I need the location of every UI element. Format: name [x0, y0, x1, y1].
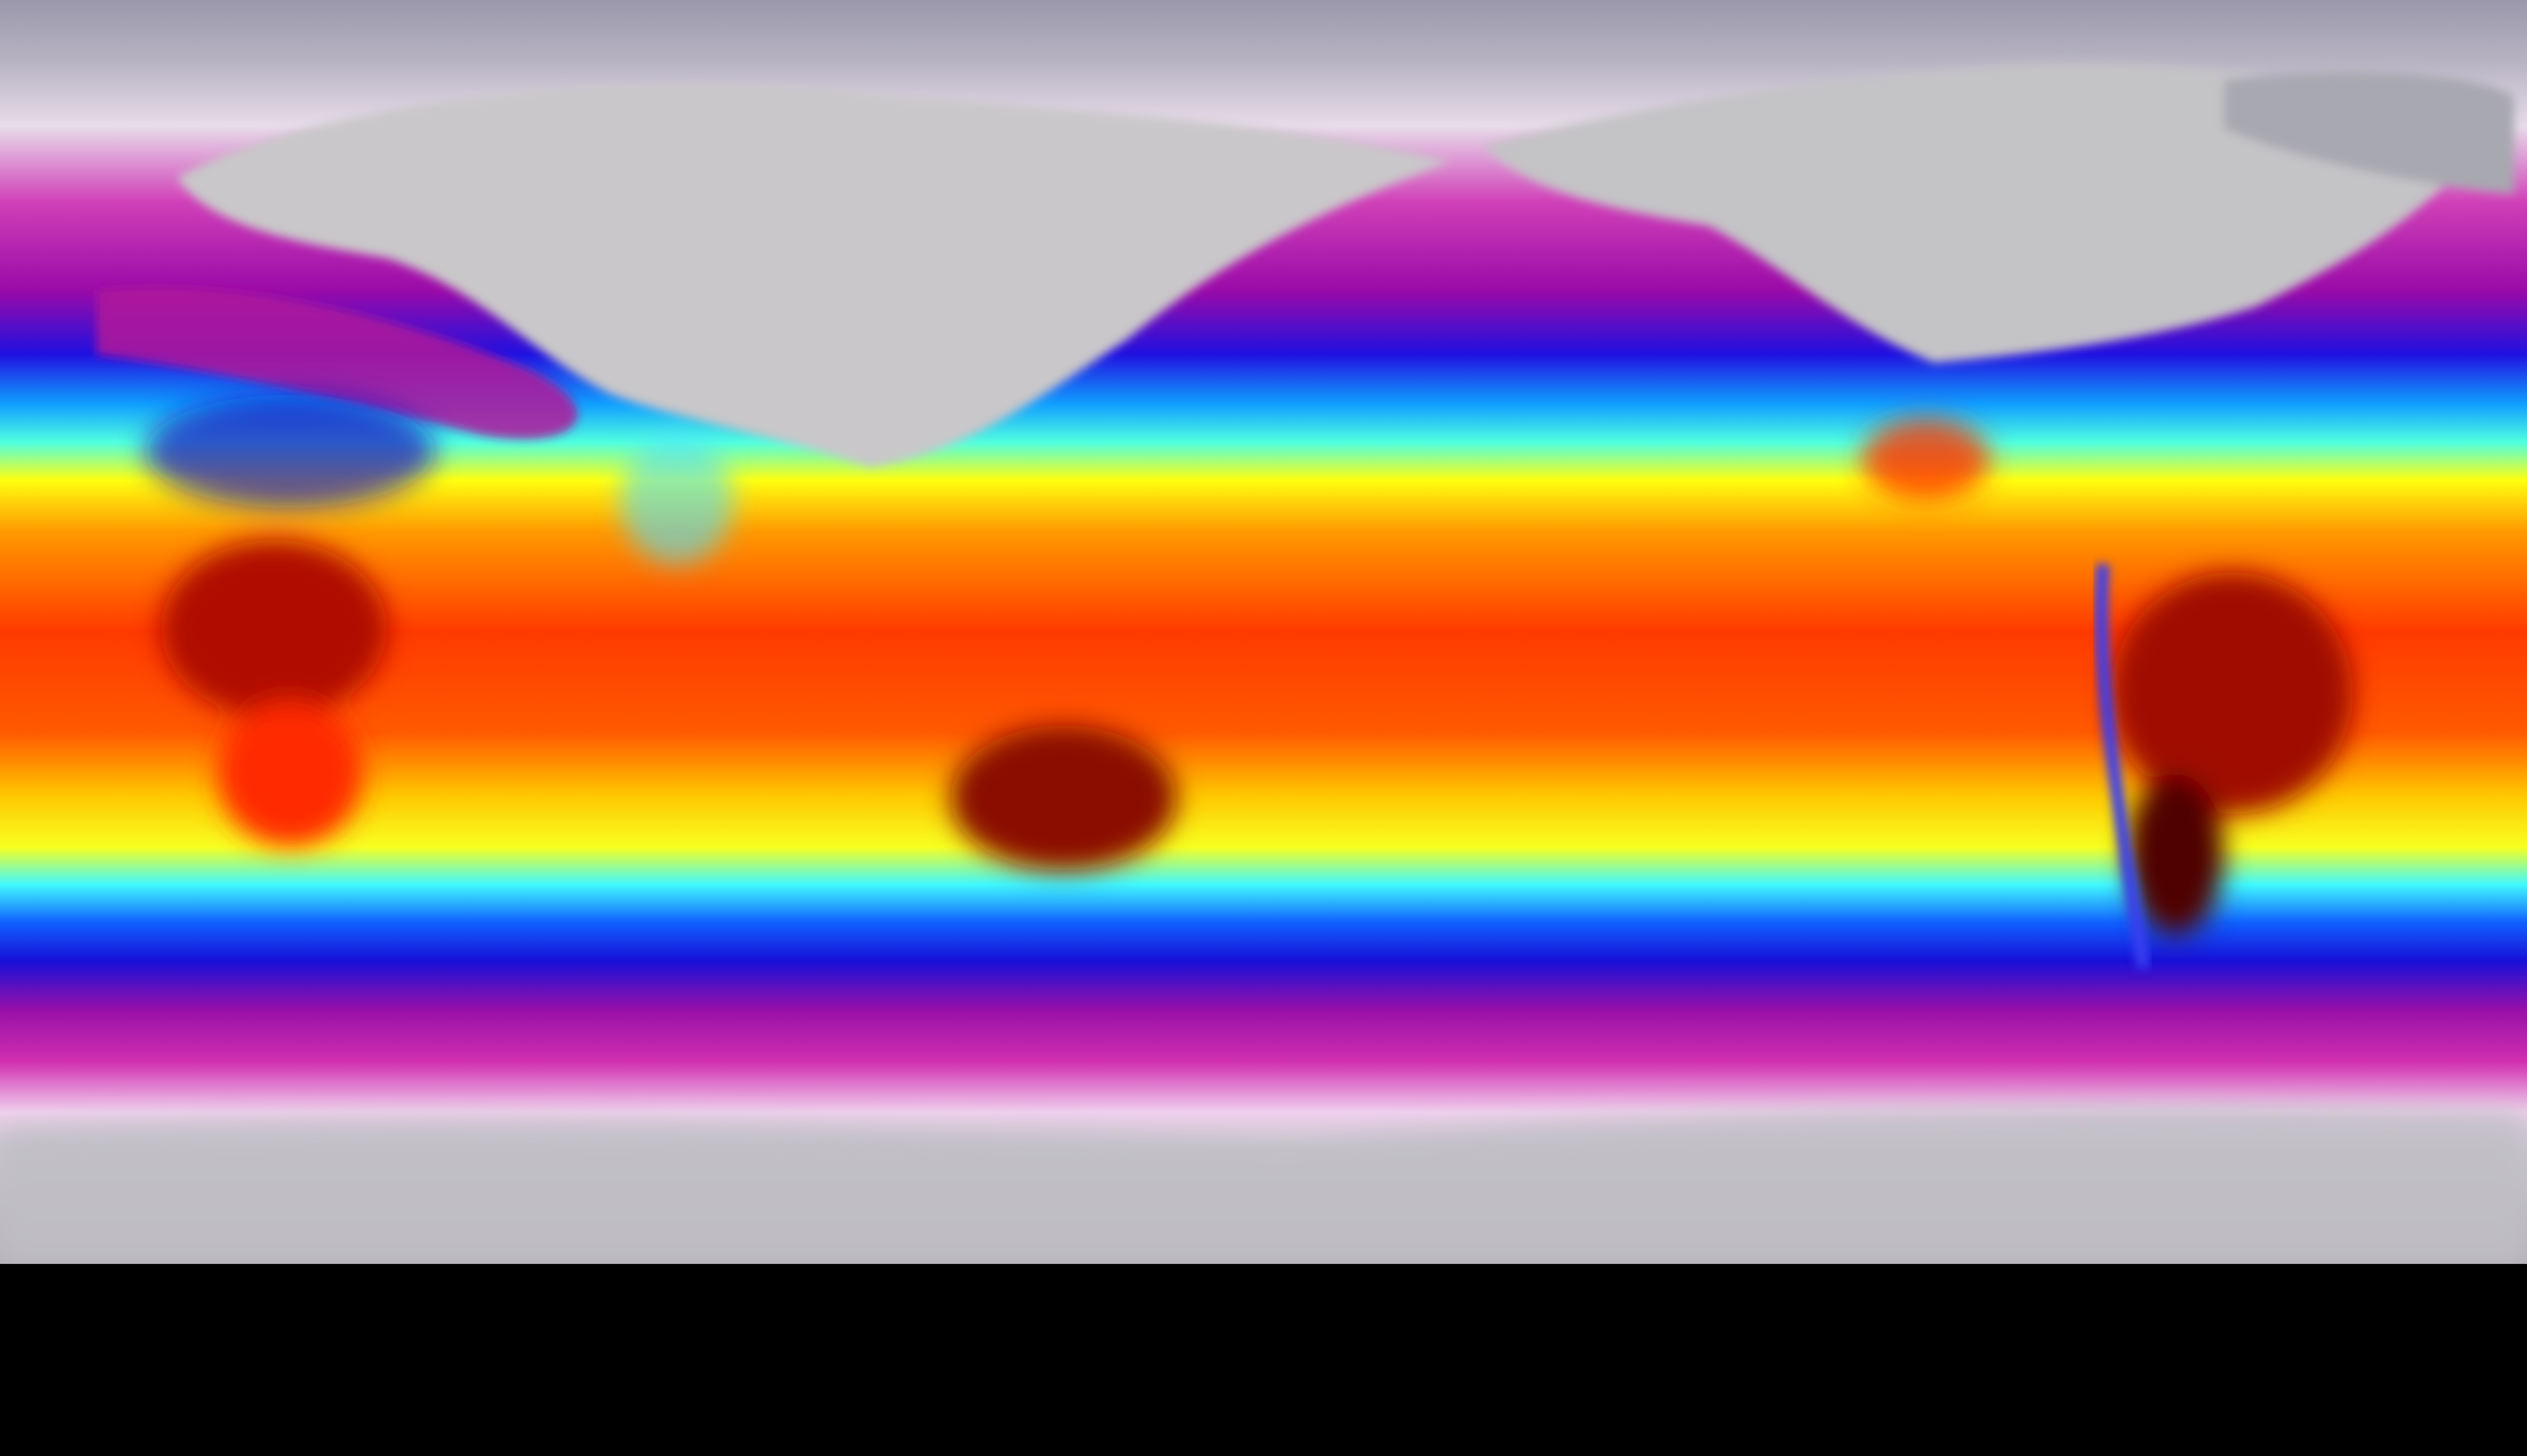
australia-hot-region — [951, 725, 1177, 871]
greenland-region — [2224, 72, 2514, 194]
north-america-cold-region — [1482, 63, 2482, 363]
south-america-hot-region — [2111, 572, 2353, 814]
india-region — [620, 435, 733, 565]
eurasia-cold-region — [177, 84, 1450, 468]
africa-hot-region — [161, 540, 387, 718]
antarctica-cold-region — [0, 1106, 2527, 1264]
southern-africa-region — [217, 701, 363, 847]
andes-ridge — [2095, 563, 2150, 968]
antarctica — [0, 1106, 2527, 1264]
northern-land-masses — [97, 63, 2514, 468]
temperature-map — [0, 0, 2527, 1264]
himalaya-magenta — [97, 287, 578, 439]
south-america-south-region — [2127, 774, 2224, 935]
sahara-cool-region — [145, 395, 435, 508]
mexico-region — [1861, 419, 1991, 500]
tropical-land-masses — [145, 395, 2353, 935]
andes-cold-line — [2095, 563, 2150, 968]
